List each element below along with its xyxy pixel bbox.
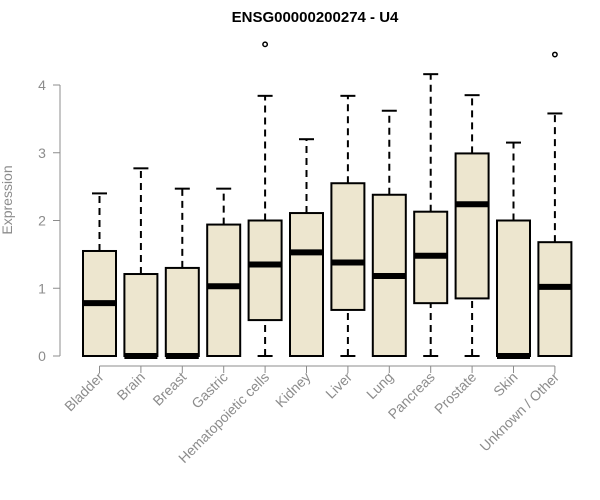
x-tick-label: Skin (490, 369, 521, 400)
x-tick-label: Breast (149, 369, 189, 409)
boxes-group (82, 41, 573, 359)
y-tick-label: 2 (38, 213, 46, 229)
y-axis: 0 1 2 3 4 (38, 77, 61, 364)
chart-title: ENSG00000200274 - U4 (232, 9, 399, 26)
box-skin (496, 141, 531, 359)
y-axis-label: Expression (0, 165, 15, 234)
box-unknown-other (537, 51, 573, 357)
iqr-box (537, 241, 573, 357)
iqr-box (330, 182, 366, 311)
iqr-box (289, 212, 324, 357)
box-gastric (206, 187, 242, 357)
box-pancreas (413, 73, 449, 357)
box-brain (123, 167, 159, 359)
outlier-point (551, 51, 558, 58)
x-tick-label: Unknown / Other (476, 369, 562, 455)
outlier-point (262, 41, 269, 48)
y-tick-label: 3 (38, 145, 46, 161)
x-tick-label: Lung (363, 369, 396, 402)
iqr-box (247, 219, 283, 322)
iqr-box (454, 152, 490, 300)
y-tick-label: 0 (38, 348, 46, 364)
box-hematopoietic-cells (247, 41, 283, 357)
x-tick-label: Prostate (431, 369, 479, 417)
box-lung (371, 109, 407, 357)
iqr-box (496, 219, 531, 357)
iqr-box (206, 223, 242, 357)
y-tick-label: 4 (38, 77, 46, 93)
x-tick-label: Bladder (61, 369, 107, 415)
y-tick-label: 1 (38, 280, 46, 296)
box-bladder (82, 192, 117, 357)
box-breast (164, 187, 200, 359)
x-tick-label: Brain (114, 369, 148, 403)
box-liver (330, 94, 366, 357)
x-tick-label: Kidney (272, 369, 314, 411)
iqr-box (164, 266, 200, 357)
iqr-box (123, 273, 159, 357)
x-tick-label: Liver (322, 369, 355, 402)
box-kidney (289, 138, 324, 357)
box-prostate (454, 94, 490, 357)
